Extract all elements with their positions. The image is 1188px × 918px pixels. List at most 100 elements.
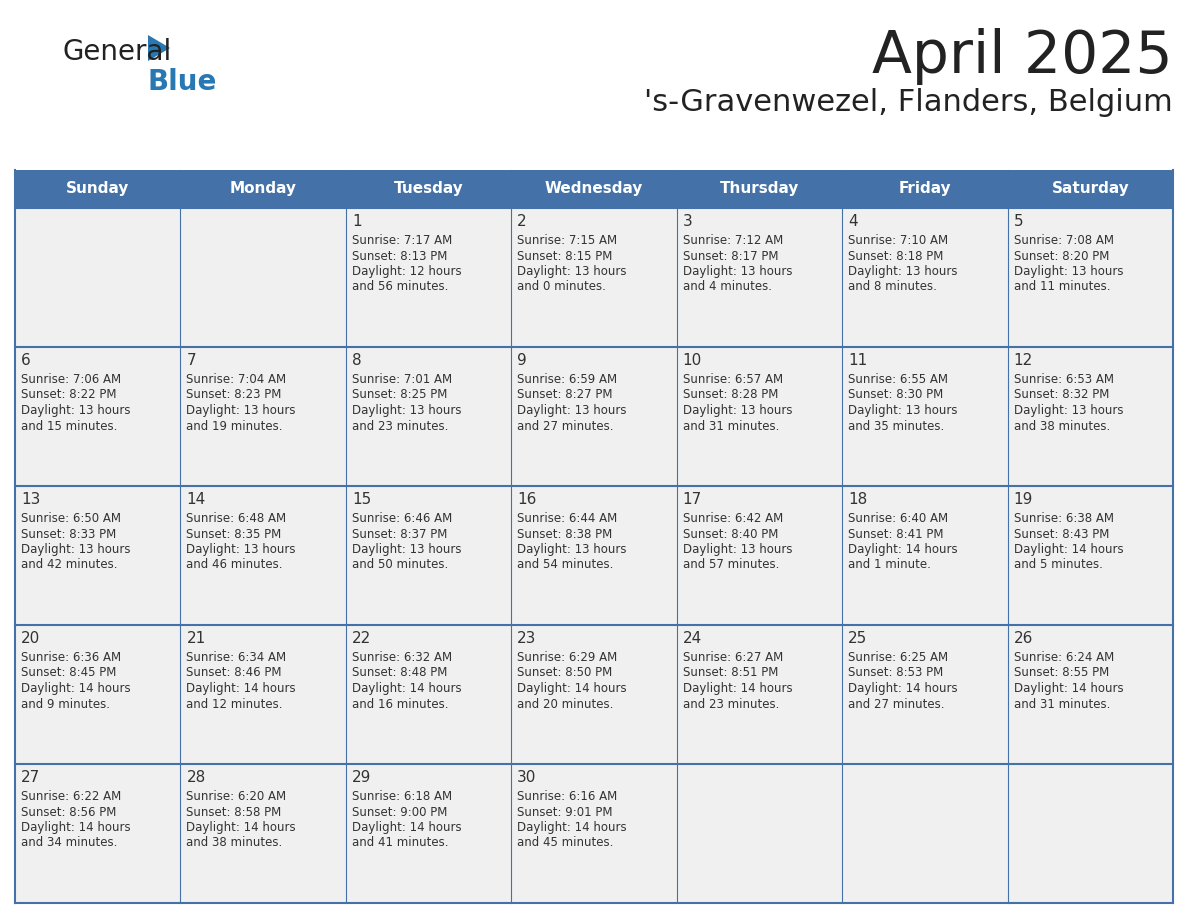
Text: Sunset: 8:45 PM: Sunset: 8:45 PM	[21, 666, 116, 679]
Text: and 23 minutes.: and 23 minutes.	[352, 420, 448, 432]
Text: Sunset: 8:18 PM: Sunset: 8:18 PM	[848, 250, 943, 263]
Text: and 57 minutes.: and 57 minutes.	[683, 558, 779, 572]
Bar	[842, 764, 1007, 903]
Text: and 54 minutes.: and 54 minutes.	[517, 558, 614, 572]
Text: Daylight: 14 hours: Daylight: 14 hours	[187, 821, 296, 834]
Bar	[677, 170, 842, 208]
Bar	[346, 764, 511, 903]
Text: Monday: Monday	[229, 182, 297, 196]
Bar	[677, 486, 842, 625]
Text: 15: 15	[352, 492, 371, 507]
Bar	[842, 486, 1007, 625]
Text: Sunrise: 6:29 AM: Sunrise: 6:29 AM	[517, 651, 618, 664]
Text: Daylight: 13 hours: Daylight: 13 hours	[683, 404, 792, 417]
Text: and 56 minutes.: and 56 minutes.	[352, 281, 448, 294]
Text: and 9 minutes.: and 9 minutes.	[21, 698, 110, 711]
Text: and 15 minutes.: and 15 minutes.	[21, 420, 118, 432]
Text: Blue: Blue	[148, 68, 217, 96]
Text: Daylight: 13 hours: Daylight: 13 hours	[352, 404, 461, 417]
Text: Sunset: 8:20 PM: Sunset: 8:20 PM	[1013, 250, 1108, 263]
Text: 21: 21	[187, 631, 206, 646]
Text: Sunset: 8:28 PM: Sunset: 8:28 PM	[683, 388, 778, 401]
Text: 24: 24	[683, 631, 702, 646]
Text: Sunrise: 6:57 AM: Sunrise: 6:57 AM	[683, 373, 783, 386]
Text: Daylight: 14 hours: Daylight: 14 hours	[21, 682, 131, 695]
Text: Sunrise: 6:18 AM: Sunrise: 6:18 AM	[352, 790, 451, 803]
Text: 22: 22	[352, 631, 371, 646]
Text: 18: 18	[848, 492, 867, 507]
Text: Sunset: 8:33 PM: Sunset: 8:33 PM	[21, 528, 116, 541]
Text: and 31 minutes.: and 31 minutes.	[683, 420, 779, 432]
Bar	[842, 170, 1007, 208]
Text: 5: 5	[1013, 214, 1023, 229]
Text: Sunrise: 7:10 AM: Sunrise: 7:10 AM	[848, 234, 948, 247]
Text: Sunset: 8:43 PM: Sunset: 8:43 PM	[1013, 528, 1108, 541]
Bar	[15, 347, 181, 486]
Text: Sunrise: 7:04 AM: Sunrise: 7:04 AM	[187, 373, 286, 386]
Polygon shape	[148, 35, 170, 61]
Text: Sunday: Sunday	[67, 182, 129, 196]
Text: Sunset: 8:48 PM: Sunset: 8:48 PM	[352, 666, 447, 679]
Text: 26: 26	[1013, 631, 1032, 646]
Text: 8: 8	[352, 353, 361, 368]
Text: Sunrise: 6:25 AM: Sunrise: 6:25 AM	[848, 651, 948, 664]
Bar	[511, 208, 677, 347]
Text: Sunrise: 6:38 AM: Sunrise: 6:38 AM	[1013, 512, 1113, 525]
Text: and 45 minutes.: and 45 minutes.	[517, 836, 614, 849]
Text: 30: 30	[517, 770, 537, 785]
Text: Daylight: 14 hours: Daylight: 14 hours	[517, 682, 627, 695]
Bar	[1007, 208, 1173, 347]
Bar	[181, 347, 346, 486]
Text: and 38 minutes.: and 38 minutes.	[187, 836, 283, 849]
Text: Daylight: 14 hours: Daylight: 14 hours	[517, 821, 627, 834]
Text: Sunset: 8:22 PM: Sunset: 8:22 PM	[21, 388, 116, 401]
Text: and 1 minute.: and 1 minute.	[848, 558, 931, 572]
Text: and 34 minutes.: and 34 minutes.	[21, 836, 118, 849]
Text: 28: 28	[187, 770, 206, 785]
Text: Sunrise: 6:16 AM: Sunrise: 6:16 AM	[517, 790, 618, 803]
Text: Sunset: 8:23 PM: Sunset: 8:23 PM	[187, 388, 282, 401]
Text: Sunrise: 7:15 AM: Sunrise: 7:15 AM	[517, 234, 618, 247]
Text: Sunrise: 6:22 AM: Sunrise: 6:22 AM	[21, 790, 121, 803]
Text: 27: 27	[21, 770, 40, 785]
Bar	[842, 208, 1007, 347]
Text: Sunset: 8:13 PM: Sunset: 8:13 PM	[352, 250, 447, 263]
Text: Sunset: 9:00 PM: Sunset: 9:00 PM	[352, 805, 447, 819]
Text: and 31 minutes.: and 31 minutes.	[1013, 698, 1110, 711]
Text: Daylight: 13 hours: Daylight: 13 hours	[848, 265, 958, 278]
Text: 23: 23	[517, 631, 537, 646]
Text: Sunrise: 6:34 AM: Sunrise: 6:34 AM	[187, 651, 286, 664]
Bar	[1007, 625, 1173, 764]
Text: and 41 minutes.: and 41 minutes.	[352, 836, 448, 849]
Text: Tuesday: Tuesday	[393, 182, 463, 196]
Bar	[181, 208, 346, 347]
Text: Sunrise: 7:01 AM: Sunrise: 7:01 AM	[352, 373, 451, 386]
Text: Daylight: 14 hours: Daylight: 14 hours	[1013, 682, 1123, 695]
Bar	[842, 625, 1007, 764]
Bar	[15, 170, 181, 208]
Bar	[1007, 764, 1173, 903]
Bar	[181, 170, 346, 208]
Text: Sunset: 8:37 PM: Sunset: 8:37 PM	[352, 528, 447, 541]
Text: Daylight: 13 hours: Daylight: 13 hours	[1013, 404, 1123, 417]
Text: Sunrise: 6:53 AM: Sunrise: 6:53 AM	[1013, 373, 1113, 386]
Bar	[677, 208, 842, 347]
Text: and 42 minutes.: and 42 minutes.	[21, 558, 118, 572]
Text: Wednesday: Wednesday	[545, 182, 643, 196]
Bar	[181, 486, 346, 625]
Text: Daylight: 14 hours: Daylight: 14 hours	[683, 682, 792, 695]
Text: 7: 7	[187, 353, 196, 368]
Text: Sunset: 8:17 PM: Sunset: 8:17 PM	[683, 250, 778, 263]
Text: and 8 minutes.: and 8 minutes.	[848, 281, 937, 294]
Text: Daylight: 13 hours: Daylight: 13 hours	[21, 543, 131, 556]
Text: 2: 2	[517, 214, 527, 229]
Text: and 46 minutes.: and 46 minutes.	[187, 558, 283, 572]
Text: Daylight: 13 hours: Daylight: 13 hours	[187, 543, 296, 556]
Text: and 5 minutes.: and 5 minutes.	[1013, 558, 1102, 572]
Text: Sunset: 8:35 PM: Sunset: 8:35 PM	[187, 528, 282, 541]
Text: Sunset: 8:51 PM: Sunset: 8:51 PM	[683, 666, 778, 679]
Text: 11: 11	[848, 353, 867, 368]
Text: Daylight: 13 hours: Daylight: 13 hours	[21, 404, 131, 417]
Text: 's-Gravenwezel, Flanders, Belgium: 's-Gravenwezel, Flanders, Belgium	[644, 88, 1173, 117]
Text: and 16 minutes.: and 16 minutes.	[352, 698, 448, 711]
